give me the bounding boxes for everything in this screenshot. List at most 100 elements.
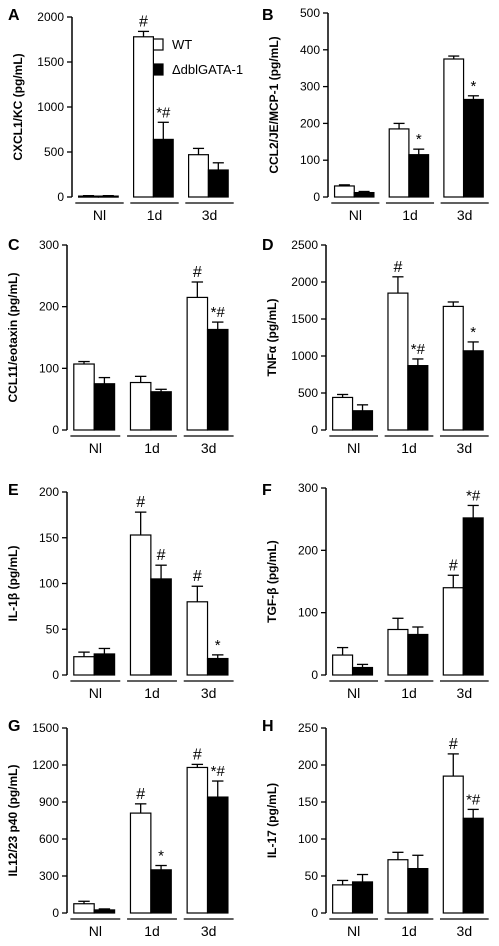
chart-panel-e: E 0 50 100 150 200 IL-1β (pg/mL) Nl 1d 3d # # # * (6, 482, 234, 701)
bar-dblgata1-nl (93, 653, 116, 676)
bar-dblgata1-nl (93, 909, 116, 914)
panel-letter: D (262, 237, 274, 254)
y-tick-label: 200 (39, 300, 59, 314)
y-tick-label: 500 (298, 386, 318, 400)
bar-wt-3d (442, 775, 464, 914)
bar-wt-nl (332, 654, 354, 676)
bar-dblgata1-1d (150, 391, 172, 431)
chart-panel-a: A 0 500 1000 1500 2000 CXCL1/KC (pg/mL) Nl 1d 3d #… (8, 7, 234, 223)
bar-dblgata1-1d (407, 867, 429, 914)
legend-label-dblgata1: ΔdblGATA-1 (172, 62, 243, 77)
chart-panel-c: C 0 100 200 300 CCL11/eotaxin (pg/mL) Nl 1d 3d # *… (6, 237, 234, 456)
significance-mark: *# (466, 487, 481, 504)
bar-dblgata1-1d (152, 138, 174, 198)
y-tick-label: 400 (300, 43, 320, 57)
significance-mark: # (193, 746, 202, 763)
bar-dblgata1-nl (351, 666, 374, 676)
significance-mark: *# (466, 791, 481, 808)
x-category-label: 3d (201, 923, 217, 939)
significance-mark: * (470, 324, 476, 341)
bar-dblgata1-nl (351, 410, 374, 431)
x-category-label: Nl (347, 685, 360, 701)
y-tick-label: 0 (311, 423, 318, 437)
y-tick-label: 300 (300, 80, 320, 94)
x-category-label: 3d (202, 207, 218, 223)
y-axis-label: IL-17 (pg/mL) (265, 783, 279, 858)
y-tick-label: 100 (298, 606, 318, 620)
chart-panel-f: F 0 100 200 300 TGF-β (pg/mL) Nl 1d 3d # *# (262, 481, 489, 701)
y-tick-label: 500 (300, 6, 320, 20)
significance-mark: *# (156, 104, 171, 121)
panel-letter: A (8, 7, 20, 24)
y-tick-label: 150 (39, 531, 59, 545)
x-category-label: 3d (457, 923, 473, 939)
bar-wt-nl (332, 396, 354, 431)
y-axis-label: TNFα (pg/mL) (265, 298, 279, 376)
y-tick-label: 100 (39, 577, 59, 591)
x-category-label: Nl (89, 923, 102, 939)
y-tick-label: 50 (46, 622, 60, 636)
bar-wt-3d (186, 601, 209, 676)
x-category-label: Nl (89, 685, 102, 701)
y-tick-label: 1000 (37, 100, 64, 114)
bar-wt-3d (442, 305, 464, 431)
x-category-label: Nl (93, 207, 106, 223)
bar-dblgata1-3d (206, 796, 229, 914)
y-tick-label: 1200 (32, 758, 59, 772)
y-tick-label: 100 (39, 361, 59, 375)
bar-wt-3d (188, 154, 210, 198)
y-tick-label: 300 (298, 481, 318, 495)
x-category-label: 3d (457, 207, 473, 223)
y-axis-label: CXCL1/KC (pg/mL) (11, 53, 25, 160)
x-category-label: Nl (349, 207, 362, 223)
panel-letter: E (8, 482, 19, 499)
bar-wt-nl (77, 195, 99, 198)
y-tick-label: 0 (52, 668, 59, 682)
bar-dblgata1-3d (462, 817, 484, 914)
x-category-label: 1d (402, 207, 418, 223)
bar-dblgata1-1d (408, 154, 430, 198)
bar-wt-nl (73, 363, 95, 431)
bar-wt-nl (333, 185, 355, 198)
y-axis-label: TGF-β (pg/mL) (265, 540, 279, 623)
y-tick-label: 1000 (291, 349, 318, 363)
bar-dblgata1-1d (150, 869, 172, 914)
significance-mark: # (449, 557, 458, 574)
x-category-label: Nl (347, 440, 360, 456)
x-category-label: 1d (401, 685, 417, 701)
bar-dblgata1-1d (407, 365, 429, 431)
x-category-label: 1d (144, 685, 160, 701)
chart-panel-b: B 0 100 200 300 400 500 CCL2/JE/MCP-1 (pg/mL) Nl… (262, 6, 489, 223)
bar-dblgata1-3d (206, 657, 229, 676)
bar-dblgata1-3d (462, 98, 484, 198)
significance-mark: # (136, 494, 145, 511)
chart-panel-g: G 0 300 600 900 1200 1500 IL12/23 p40 (pg/mL) Nl… (6, 718, 234, 939)
bar-wt-1d (388, 128, 410, 198)
bar-dblgata1-1d (150, 578, 172, 676)
panel-letter: H (262, 718, 274, 735)
x-category-label: 3d (457, 685, 473, 701)
y-tick-label: 150 (298, 795, 318, 809)
bar-wt-1d (387, 292, 409, 431)
bar-wt-1d (129, 381, 152, 431)
significance-mark: * (158, 848, 164, 865)
panel-letter: F (262, 482, 272, 499)
y-tick-label: 2000 (291, 275, 318, 289)
bar-dblgata1-nl (351, 881, 374, 914)
bar-dblgata1-nl (97, 195, 119, 198)
bar-dblgata1-3d (206, 328, 229, 431)
y-tick-label: 0 (313, 190, 320, 204)
y-tick-label: 0 (57, 190, 64, 204)
y-tick-label: 600 (39, 832, 59, 846)
panel-letter: G (8, 718, 20, 735)
y-axis-label: CCL11/eotaxin (pg/mL) (6, 272, 20, 402)
significance-mark: * (470, 78, 476, 95)
significance-mark: # (193, 264, 202, 281)
y-tick-label: 250 (298, 721, 318, 735)
bar-wt-1d (129, 534, 152, 676)
bar-dblgata1-1d (407, 633, 429, 676)
bar-wt-1d (133, 36, 155, 198)
y-tick-label: 0 (311, 668, 318, 682)
bar-wt-nl (73, 903, 95, 914)
y-axis-label: CCL2/JE/MCP-1 (pg/mL) (267, 36, 281, 173)
